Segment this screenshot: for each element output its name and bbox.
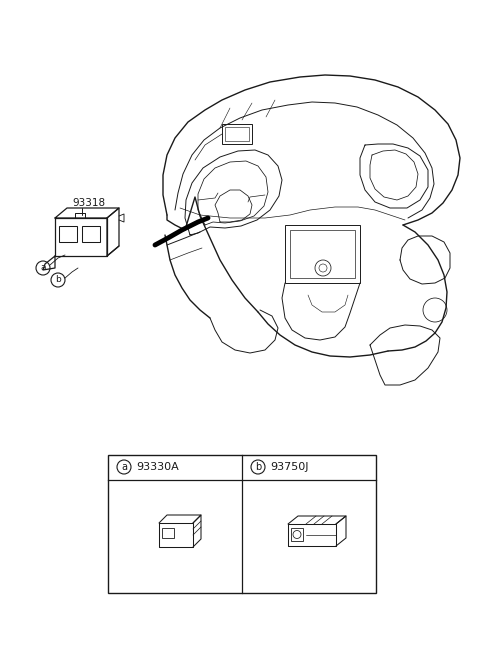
Bar — [222, 124, 252, 144]
Text: 93750J: 93750J — [270, 462, 309, 472]
Text: b: b — [255, 462, 261, 472]
Text: 93318: 93318 — [72, 198, 105, 208]
Bar — [82, 226, 100, 242]
Bar — [59, 226, 77, 242]
Bar — [225, 127, 249, 141]
Bar — [108, 455, 376, 593]
Bar — [291, 528, 303, 541]
Text: b: b — [55, 276, 61, 285]
Bar — [162, 528, 174, 538]
Text: a: a — [40, 264, 46, 272]
Text: a: a — [121, 462, 127, 472]
Bar — [285, 225, 360, 283]
Bar — [290, 230, 355, 278]
Text: 93330A: 93330A — [136, 462, 179, 472]
